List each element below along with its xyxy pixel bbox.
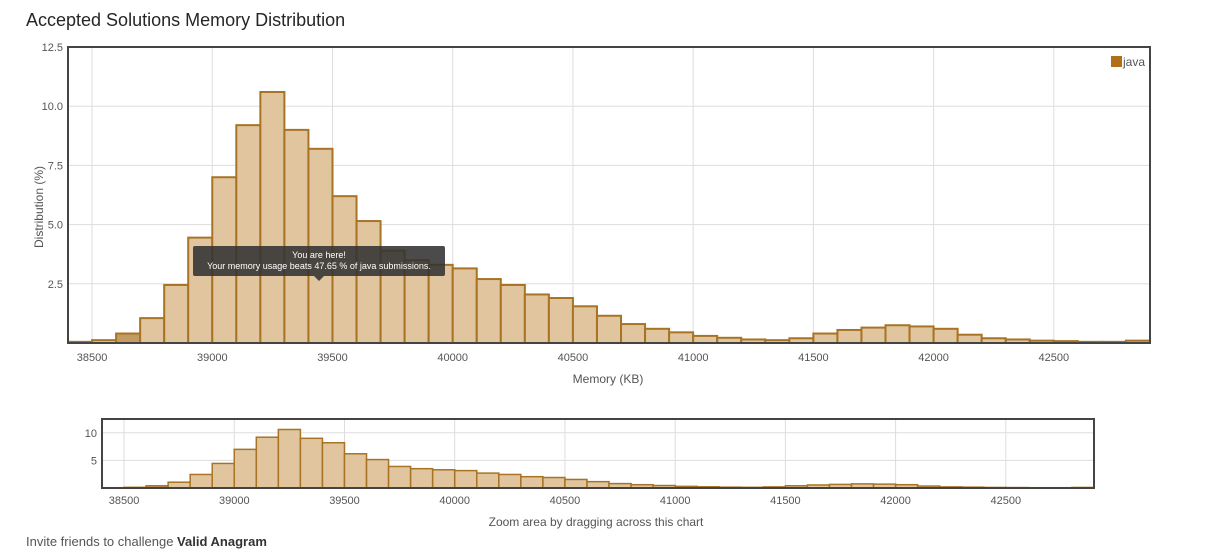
tooltip: You are here! Your memory usage beats 47… [193, 246, 445, 276]
bar-39700 [389, 466, 411, 488]
nav-y-ticks: 5 10 [85, 428, 97, 468]
x-tick-label: 42000 [880, 495, 911, 507]
bar-40400 [543, 478, 565, 488]
zoom-hint-label: Zoom area by dragging across this chart [489, 515, 704, 529]
nav-x-ticks: 38500 39000 39500 40000 40500 41000 41500 42000… [109, 495, 1021, 507]
x-tick-label: 40500 [550, 495, 581, 507]
bar-40200 [499, 474, 521, 488]
bar-39300 [300, 438, 322, 488]
bar-39000 [234, 449, 256, 488]
y-tick-label: 10 [85, 428, 97, 440]
bar-39100 [256, 437, 278, 488]
x-tick-label: 41500 [770, 495, 801, 507]
tooltip-pointer [314, 276, 324, 281]
x-tick-label: 41000 [660, 495, 691, 507]
x-tick-label: 42500 [991, 495, 1022, 507]
bar-40500 [565, 479, 587, 488]
bar-39900 [433, 470, 455, 488]
bar-39200 [278, 429, 300, 488]
nav-bars [102, 429, 1094, 488]
bar-38900 [212, 463, 234, 488]
bar-38800 [190, 474, 212, 488]
tooltip-title: You are here! [193, 250, 445, 261]
bar-39600 [367, 460, 389, 488]
x-tick-label: 39000 [219, 495, 250, 507]
bar-40100 [477, 473, 499, 488]
bar-40300 [521, 477, 543, 488]
x-tick-label: 38500 [109, 495, 140, 507]
tooltip-message: Your memory usage beats 47.65 % of java … [193, 261, 445, 272]
x-tick-label: 40000 [439, 495, 470, 507]
bar-39400 [322, 443, 344, 488]
bar-40000 [455, 471, 477, 488]
bar-39800 [411, 469, 433, 488]
bar-39500 [344, 454, 366, 488]
y-tick-label: 5 [91, 455, 97, 467]
x-tick-label: 39500 [329, 495, 360, 507]
